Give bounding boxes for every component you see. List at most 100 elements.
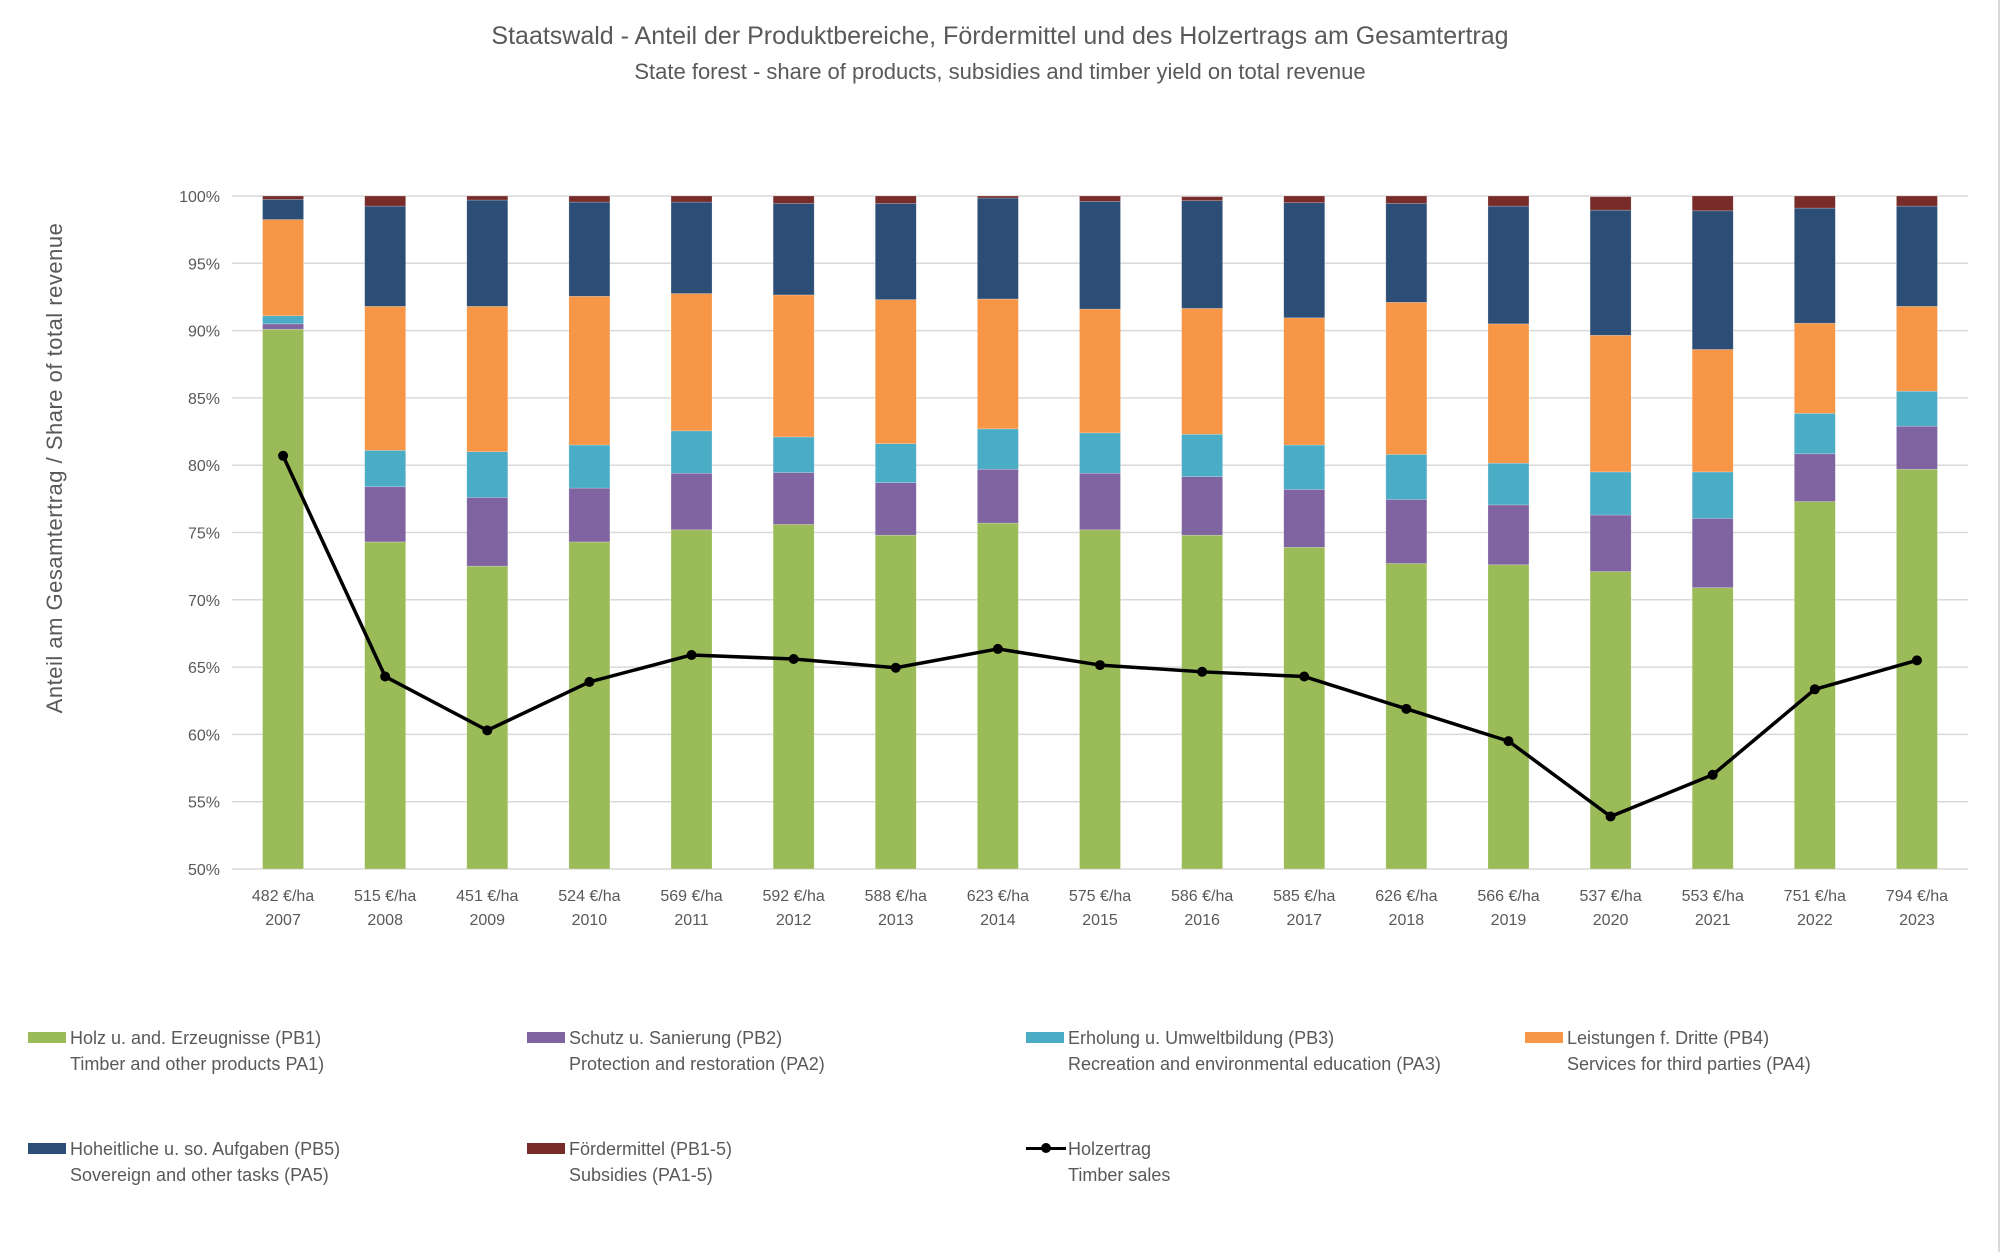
x-tick-value-per-ha: 553 €/ha bbox=[1682, 888, 1744, 905]
bar-segment-pb2-2020 bbox=[1589, 514, 1632, 572]
bar-segment-pb1-5-2021 bbox=[1691, 195, 1734, 212]
legend-label-en: Recreation and environmental education (… bbox=[1068, 1054, 1441, 1074]
x-tick-value-per-ha: 524 €/ha bbox=[558, 888, 620, 905]
legend-label-en: Timber and other products PA1) bbox=[70, 1054, 325, 1074]
x-tick-value-per-ha: 751 €/ha bbox=[1784, 888, 1846, 905]
bar-segment-pb3-2023 bbox=[1896, 390, 1938, 427]
x-tick-value-per-ha: 588 €/ha bbox=[865, 888, 927, 905]
y-tick-label: 75% bbox=[188, 526, 220, 543]
timber-sales-point-2019 bbox=[1503, 736, 1514, 747]
x-tick-year: 2015 bbox=[1082, 912, 1118, 929]
bar-segment-pb3-2011 bbox=[670, 430, 713, 474]
legend-swatch-icon bbox=[1525, 1032, 1563, 1043]
legend-label-de: Hoheitliche u. so. Aufgaben (PB5) bbox=[70, 1139, 341, 1159]
x-tick-year: 2016 bbox=[1184, 912, 1220, 929]
bar-segment-pb2-2017 bbox=[1283, 489, 1326, 548]
timber-sales-point-2013 bbox=[890, 662, 901, 673]
bar-segment-pb5-2022 bbox=[1794, 207, 1836, 324]
x-tick-value-per-ha: 569 €/ha bbox=[660, 888, 722, 905]
chart-subtitle: State forest - share of products, subsid… bbox=[634, 59, 1365, 84]
x-tick-year: 2010 bbox=[572, 912, 608, 929]
legend-label-en: Protection and restoration (PA2) bbox=[569, 1054, 825, 1074]
x-tick-year: 2009 bbox=[469, 912, 505, 929]
bar-segment-pb3-2017 bbox=[1283, 444, 1326, 490]
bar-segment-pb4-2018 bbox=[1385, 302, 1428, 455]
bar-segment-pb4-2009 bbox=[466, 306, 509, 453]
y-tick-label: 60% bbox=[188, 727, 220, 744]
bar-segment-pb1-2020 bbox=[1589, 571, 1632, 870]
bars bbox=[262, 195, 1938, 870]
bar-segment-pb1-2021 bbox=[1691, 587, 1734, 870]
bar-segment-pb4-2008 bbox=[364, 306, 406, 451]
legend-label-en: Subsidies (PA1-5) bbox=[569, 1165, 713, 1185]
x-tick-value-per-ha: 592 €/ha bbox=[763, 888, 825, 905]
x-tick-year: 2007 bbox=[265, 912, 301, 929]
bar-segment-pb2-2011 bbox=[670, 472, 713, 531]
bar-segment-pb4-2010 bbox=[568, 295, 611, 446]
timber-sales-point-2015 bbox=[1095, 660, 1105, 671]
bar-segment-pb3-2018 bbox=[1385, 454, 1428, 500]
timber-sales-point-2010 bbox=[584, 676, 595, 687]
bar-segment-pb5-2008 bbox=[364, 205, 406, 307]
bar-segment-pb4-2014 bbox=[977, 298, 1019, 430]
bar-segment-pb4-2022 bbox=[1794, 322, 1836, 414]
bar-segment-pb3-2019 bbox=[1487, 462, 1530, 506]
bar-segment-pb3-2021 bbox=[1691, 471, 1734, 519]
bar-segment-pb2-2018 bbox=[1385, 499, 1428, 564]
x-tick-value-per-ha: 794 €/ha bbox=[1886, 888, 1948, 905]
bar-segment-pb4-2019 bbox=[1487, 323, 1530, 464]
y-tick-label: 50% bbox=[188, 862, 220, 879]
y-tick-label: 80% bbox=[188, 458, 220, 475]
y-tick-label: 70% bbox=[188, 593, 220, 610]
bar-segment-pb5-2007 bbox=[262, 199, 304, 220]
bar-segment-pb4-2015 bbox=[1079, 308, 1121, 434]
timber-sales-point-2020 bbox=[1605, 811, 1616, 822]
bar-segment-pb1-5-2008 bbox=[364, 195, 406, 207]
bar-segment-pb1-5-2009 bbox=[466, 195, 509, 201]
bar-segment-pb1-2010 bbox=[568, 541, 611, 870]
x-tick-year: 2020 bbox=[1593, 912, 1629, 929]
legend-label-de: Erholung u. Umweltbildung (PB3) bbox=[1068, 1028, 1335, 1048]
y-tick-label: 55% bbox=[188, 795, 220, 812]
legend-label-en: Sovereign and other tasks (PA5) bbox=[70, 1165, 329, 1185]
bar-segment-pb3-2016 bbox=[1181, 433, 1223, 477]
bar-segment-pb1-2012 bbox=[772, 524, 815, 870]
x-tick-value-per-ha: 586 €/ha bbox=[1171, 888, 1233, 905]
bar-segment-pb3-2020 bbox=[1589, 471, 1632, 516]
bar-segment-pb1-2017 bbox=[1283, 547, 1326, 870]
bar-segment-pb3-2008 bbox=[364, 450, 406, 488]
x-tick-value-per-ha: 451 €/ha bbox=[456, 888, 518, 905]
bar-segment-pb2-2022 bbox=[1794, 453, 1836, 502]
x-tick-year: 2011 bbox=[674, 912, 709, 929]
x-tick-year: 2021 bbox=[1695, 912, 1731, 929]
bar-segment-pb2-2008 bbox=[364, 486, 406, 543]
timber-sales-point-2014 bbox=[992, 643, 1003, 654]
bar-segment-pb1-5-2018 bbox=[1385, 195, 1428, 204]
y-axis-label: Anteil am Gesamtertrag / Share of total … bbox=[42, 223, 67, 714]
bar-segment-pb4-2020 bbox=[1589, 335, 1632, 473]
bar-segment-pb1-5-2012 bbox=[772, 195, 815, 204]
x-axis-ticks: 482 €/ha 2007 515 €/ha 2008 451 €/ha 2009 524 … bbox=[252, 888, 1948, 929]
timber-sales-point-2009 bbox=[482, 725, 493, 736]
x-tick-value-per-ha: 626 €/ha bbox=[1375, 888, 1437, 905]
bar-segment-pb1-2007 bbox=[262, 328, 304, 870]
bar-segment-pb1-2009 bbox=[466, 565, 509, 870]
bar-segment-pb1-5-2015 bbox=[1079, 195, 1121, 202]
bar-segment-pb4-2011 bbox=[670, 293, 713, 432]
x-tick-value-per-ha: 575 €/ha bbox=[1069, 888, 1131, 905]
bar-segment-pb5-2014 bbox=[977, 197, 1019, 300]
y-tick-label: 95% bbox=[188, 256, 220, 273]
bar-segment-pb5-2019 bbox=[1487, 205, 1530, 325]
bar-segment-pb1-2016 bbox=[1181, 534, 1223, 870]
bar-segment-pb4-2023 bbox=[1896, 306, 1938, 392]
bar-segment-pb5-2010 bbox=[568, 201, 611, 297]
bar-segment-pb5-2009 bbox=[466, 199, 509, 307]
bar-segment-pb3-2015 bbox=[1079, 432, 1121, 474]
bar-segment-pb1-2008 bbox=[364, 541, 406, 870]
x-tick-year: 2012 bbox=[776, 912, 812, 929]
x-tick-value-per-ha: 482 €/ha bbox=[252, 888, 314, 905]
legend-swatch-icon bbox=[527, 1143, 565, 1154]
x-tick-year: 2022 bbox=[1797, 912, 1833, 929]
bar-segment-pb5-2013 bbox=[874, 203, 917, 300]
timber-sales-point-2016 bbox=[1197, 666, 1208, 677]
